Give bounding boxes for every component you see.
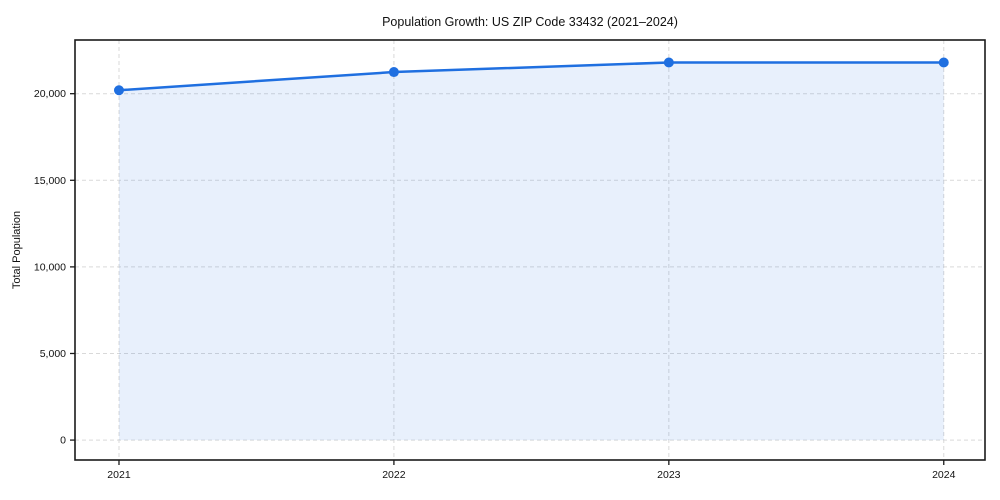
data-points xyxy=(113,57,949,96)
axis-ticks xyxy=(70,93,945,465)
y-axis-label: Total Population xyxy=(11,211,23,289)
x-tick-label: 2021 xyxy=(107,469,131,481)
data-point-marker xyxy=(388,67,399,78)
y-tick-label: 15,000 xyxy=(34,175,66,187)
plot-area-border xyxy=(74,39,986,461)
x-tick-label: 2022 xyxy=(382,469,406,481)
y-tick-label: 5,000 xyxy=(40,348,66,360)
population-area-fill xyxy=(118,62,944,441)
y-tick-label: 10,000 xyxy=(34,261,66,273)
x-tick-label: 2023 xyxy=(657,469,681,481)
data-point-marker xyxy=(938,57,949,68)
area-fill xyxy=(118,62,944,441)
data-point-marker xyxy=(663,57,674,68)
data-point-marker xyxy=(113,85,124,96)
population-line xyxy=(117,61,946,92)
axis-tick-labels: 0 5,000 10,000 15,000 20,000 2021 2022 2023 2024 xyxy=(34,88,956,481)
y-tick-label: 20,000 xyxy=(34,88,66,100)
chart-title: Population Growth: US ZIP Code 33432 (20… xyxy=(382,15,678,29)
data-line xyxy=(117,61,946,92)
x-tick-label: 2024 xyxy=(932,469,956,481)
y-tick-label: 0 xyxy=(60,435,66,447)
grid-lines xyxy=(75,40,985,460)
